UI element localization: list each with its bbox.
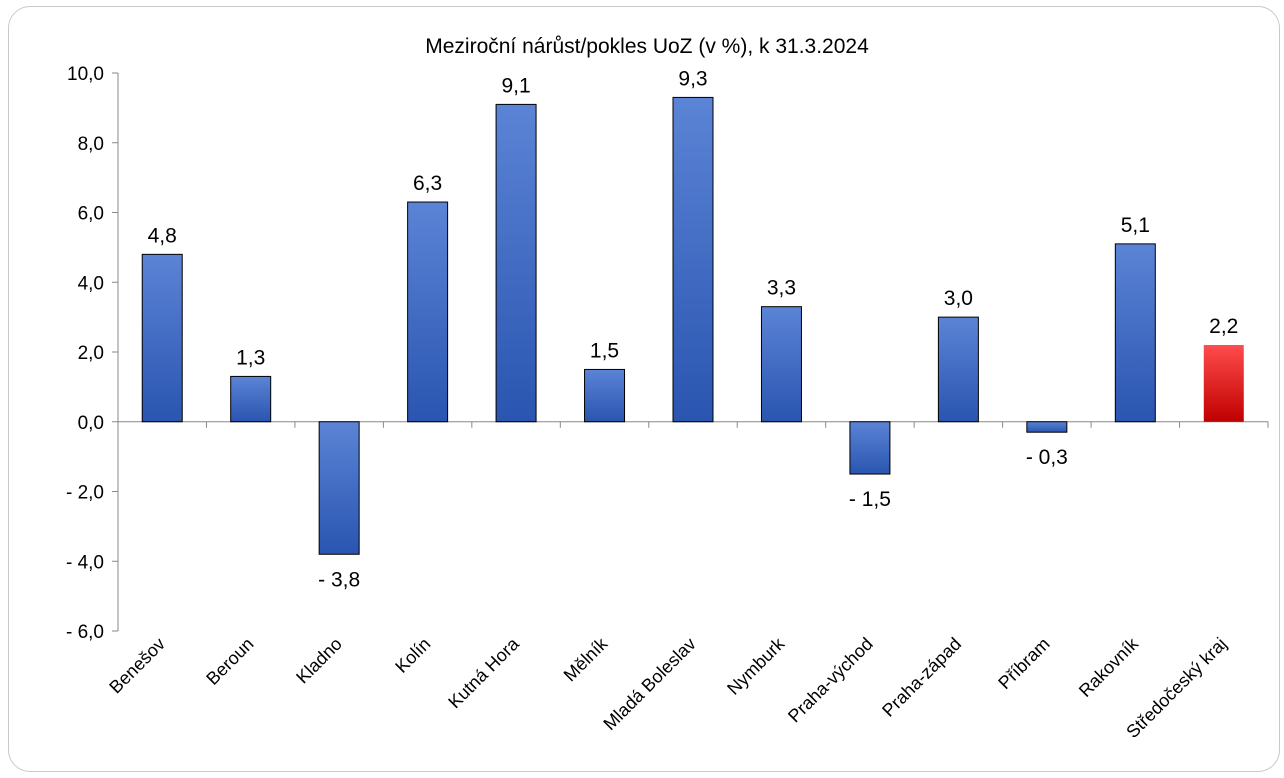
bar: [230, 375, 272, 423]
chart-title: Meziroční nárůst/pokles UoZ (v %), k 31.…: [425, 35, 869, 58]
bar: [672, 96, 714, 423]
data-labels: 4,8 1,3 - 3,8 6,3 9,1 1,5 9,3 3,3 - 1,5 3,0 - 0,3 5…: [148, 67, 1239, 591]
bar: [1114, 243, 1156, 423]
category-label: Mladá Boleslav: [599, 634, 699, 734]
category-label: Rakovník: [1075, 633, 1143, 701]
data-label: 4,8: [148, 224, 177, 247]
data-label: 1,5: [590, 339, 619, 362]
category-label: Kolín: [391, 634, 434, 677]
category-label: Příbram: [994, 634, 1053, 693]
data-label: 1,3: [236, 346, 265, 369]
data-label: 2,2: [1209, 315, 1238, 338]
category-label: Mělník: [560, 633, 612, 685]
y-tick-label: 8,0: [78, 134, 104, 155]
bar: [495, 103, 537, 423]
bar: [584, 368, 626, 423]
bars: [141, 96, 1244, 555]
category-label: Kutná Hora: [444, 633, 523, 712]
category-label: Praha-západ: [878, 634, 965, 721]
data-label: - 3,8: [318, 568, 360, 591]
category-label: Beroun: [202, 634, 257, 689]
bar: [407, 201, 449, 423]
data-label: - 1,5: [849, 488, 891, 511]
bar: [318, 421, 360, 555]
category-label: Nymburk: [723, 633, 789, 699]
data-label: 9,1: [501, 74, 530, 97]
data-label: 3,0: [944, 287, 973, 310]
y-tick-label: 6,0: [78, 204, 104, 225]
data-label: 3,3: [767, 277, 796, 300]
bar: [1026, 421, 1068, 433]
bar: [1203, 345, 1244, 422]
category-labels: Benešov Beroun Kladno Kolín Kutná Hora Mělník…: [105, 633, 1230, 742]
y-tick-label: 0,0: [78, 413, 104, 434]
axes: 10,0 8,0 6,0 4,0 2,0 0,0 - 2,0 - 4,0 - 6,0: [66, 64, 1269, 643]
bar: [760, 306, 802, 423]
category-label: Kladno: [292, 634, 346, 688]
bar: [937, 316, 979, 423]
y-tick-label: 2,0: [78, 343, 104, 364]
y-tick-label: 4,0: [78, 273, 104, 294]
category-label: Praha-východ: [784, 634, 877, 727]
y-tick-label: - 4,0: [66, 552, 104, 573]
y-tick-label: 10,0: [67, 64, 104, 85]
category-label: Benešov: [105, 634, 169, 698]
chart-frame: [8, 6, 1280, 772]
data-label: 5,1: [1121, 214, 1150, 237]
bar: [141, 253, 183, 423]
y-tick-label: - 2,0: [66, 483, 104, 504]
y-tick-label: - 6,0: [66, 622, 104, 643]
bar: [849, 421, 891, 475]
data-label: 9,3: [678, 67, 707, 90]
data-label: 6,3: [413, 172, 442, 195]
data-label: - 0,3: [1026, 446, 1068, 469]
